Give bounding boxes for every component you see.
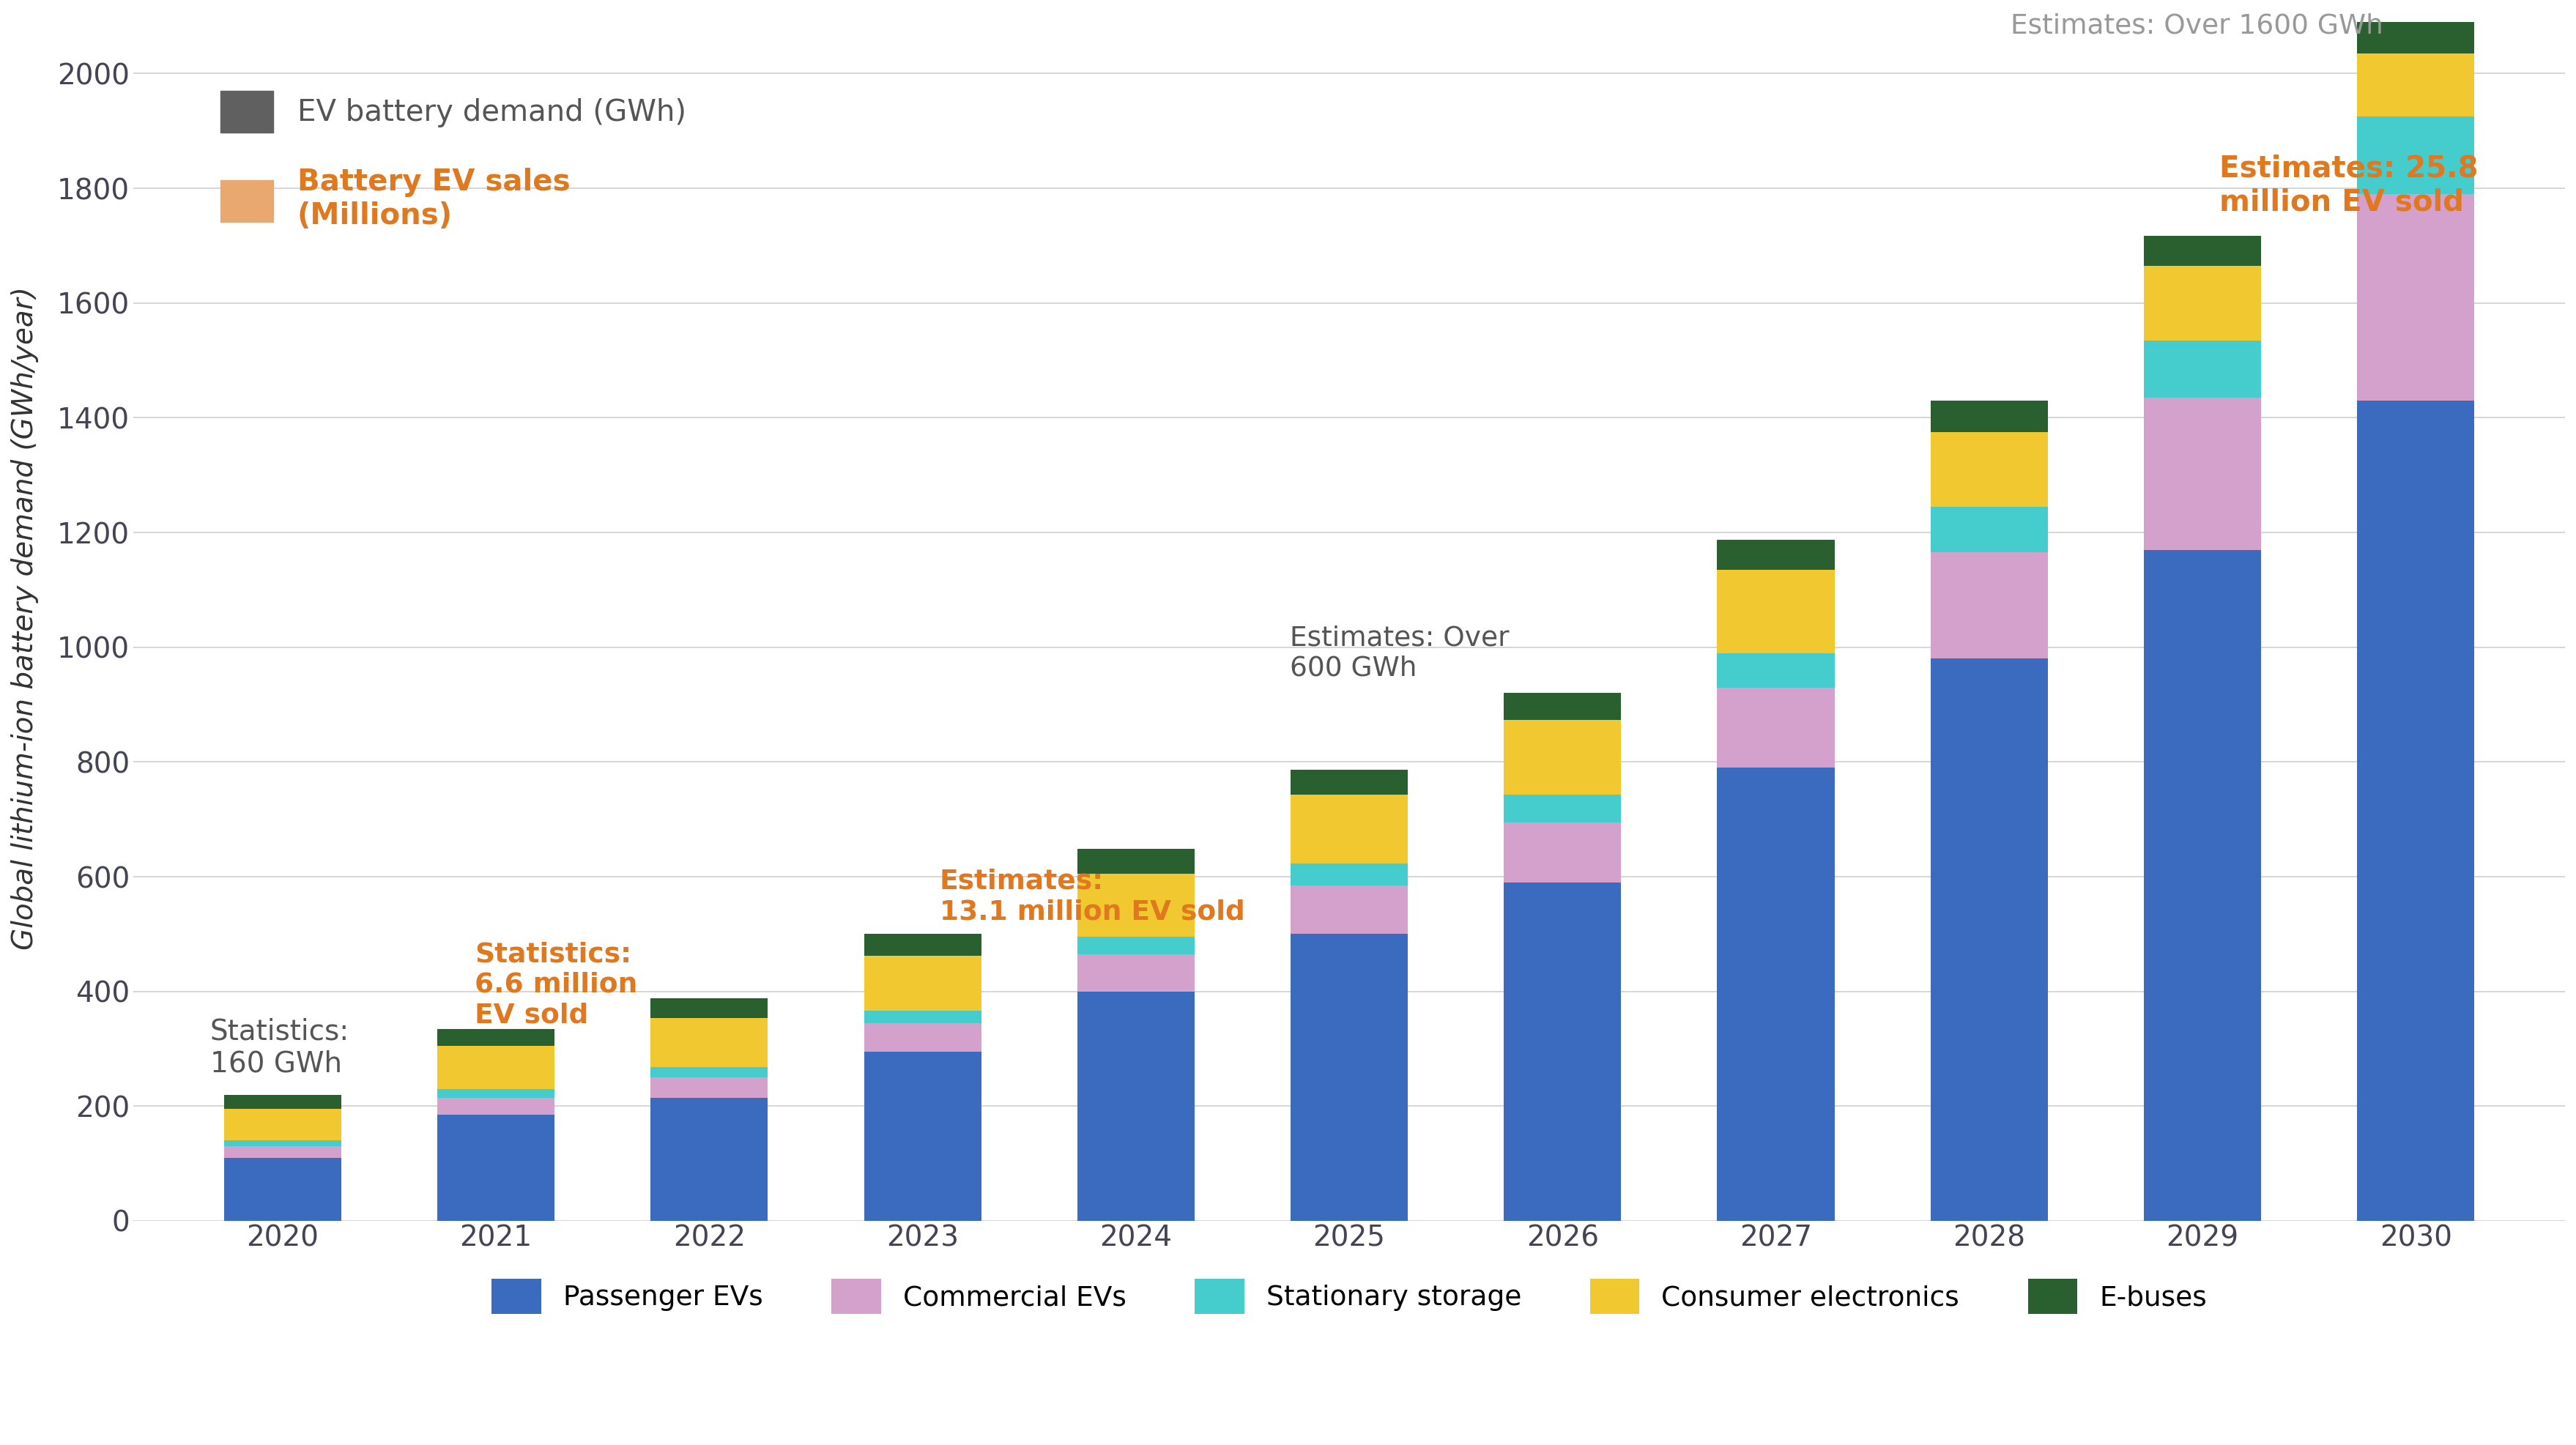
Bar [1077, 874, 1195, 936]
Bar [438, 1046, 554, 1090]
Bar [1504, 694, 1620, 720]
Bar [1077, 954, 1195, 991]
Bar [2357, 117, 2476, 194]
Bar [1929, 507, 2048, 552]
Bar [224, 1157, 343, 1221]
Bar [652, 1068, 768, 1078]
Text: Statistics:
160 GWh: Statistics: 160 GWh [211, 1017, 350, 1078]
Bar [1291, 770, 1409, 795]
Bar [224, 1095, 343, 1108]
Bar [438, 1090, 554, 1098]
Text: Estimates: Over
600 GWh: Estimates: Over 600 GWh [1291, 624, 1510, 682]
Bar [2357, 194, 2476, 400]
Bar [2357, 400, 2476, 1221]
Bar [1718, 767, 1834, 1221]
Bar [2357, 53, 2476, 117]
Bar [1929, 659, 2048, 1221]
Bar [863, 955, 981, 1010]
Bar [438, 1098, 554, 1114]
Bar [1929, 432, 2048, 507]
Bar [2357, 22, 2476, 53]
Bar [2143, 549, 2262, 1221]
Bar [652, 1098, 768, 1221]
Bar [2143, 340, 2262, 397]
Bar [1077, 936, 1195, 954]
Text: Statistics:
6.6 million
EV sold: Statistics: 6.6 million EV sold [474, 941, 636, 1029]
Bar [224, 1146, 343, 1157]
Legend: Passenger EVs, Commercial EVs, Stationary storage, Consumer electronics, E-buses: Passenger EVs, Commercial EVs, Stationar… [477, 1264, 2221, 1328]
Bar [1504, 795, 1620, 822]
Bar [863, 1010, 981, 1023]
Bar [863, 1052, 981, 1221]
Bar [1718, 653, 1834, 688]
Bar [1077, 991, 1195, 1221]
Bar [1077, 850, 1195, 874]
Text: Estimates: Over 1600 GWh: Estimates: Over 1600 GWh [2009, 13, 2383, 39]
Bar [652, 1019, 768, 1068]
Bar [2143, 236, 2262, 266]
Bar [1929, 552, 2048, 659]
Bar [1504, 720, 1620, 795]
Bar [1504, 883, 1620, 1221]
Bar [1291, 933, 1409, 1221]
Bar [1718, 540, 1834, 569]
Bar [863, 1023, 981, 1052]
Bar [2143, 397, 2262, 549]
Bar [1291, 795, 1409, 864]
Bar [438, 1114, 554, 1221]
Text: Estimates: 25.8
million EV sold: Estimates: 25.8 million EV sold [2221, 153, 2478, 217]
Bar [224, 1140, 343, 1146]
Bar [863, 933, 981, 955]
Bar [1504, 822, 1620, 883]
Bar [652, 1078, 768, 1098]
Bar [1718, 688, 1834, 767]
Bar [2143, 266, 2262, 340]
Bar [1291, 864, 1409, 886]
Bar [224, 1108, 343, 1140]
Bar [1718, 569, 1834, 653]
Bar [1291, 886, 1409, 933]
Bar [438, 1029, 554, 1046]
Bar [652, 998, 768, 1019]
Text: Estimates:
13.1 million EV sold: Estimates: 13.1 million EV sold [940, 868, 1244, 925]
Y-axis label: Global lithium-ion battery demand (GWh/year): Global lithium-ion battery demand (GWh/y… [10, 286, 39, 951]
Bar [1929, 400, 2048, 432]
